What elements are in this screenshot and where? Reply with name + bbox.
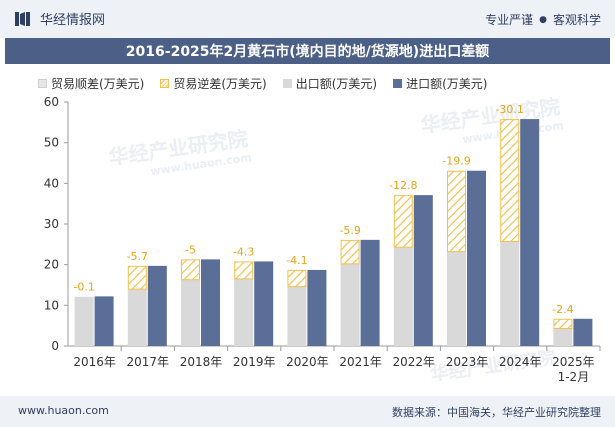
legend-swatch-deficit [160,79,170,88]
deficit-data-label: -5.7 [127,250,148,263]
deficit-data-label: -30.1 [495,103,523,116]
import-bar[interactable] [201,259,220,346]
export-bar[interactable] [393,247,413,346]
deficit-bar[interactable] [500,119,520,242]
deficit-data-label: -0.1 [73,280,94,293]
export-bar[interactable] [553,328,573,346]
import-bar[interactable] [307,269,327,346]
export-bar[interactable] [287,286,307,346]
legend-label-export: 出口额(万美元) [295,77,378,91]
deficit-bar[interactable] [340,239,360,265]
slogan: 专业严谨 ● 客观科学 [485,11,601,28]
x-tick-label: 2021年 [339,355,382,369]
bar-chart: 0 10 20 30 40 50 60 -0.1 2016年 -5.7 2017年 -5 2018年 -… [44,95,601,384]
legend-swatch-import [393,79,403,88]
huajing-logo-icon [15,11,30,26]
deficit-data-label: -19.9 [442,155,470,168]
x-tick-label: 2019年 [233,355,276,369]
deficit-data-label: -5.9 [339,224,360,237]
import-bar[interactable] [573,318,593,346]
deficit-bar[interactable] [553,318,573,330]
import-bar[interactable] [94,296,114,346]
slogan-tag-2: 客观科学 [552,13,601,27]
import-bar[interactable] [360,239,380,346]
legend-label-surplus: 贸易顺差(万美元) [51,77,145,91]
deficit-bar[interactable] [181,259,200,281]
legend-item-export[interactable]: 出口额(万美元) [282,75,378,92]
import-bar[interactable] [254,261,274,346]
y-tick-label: 40 [44,176,59,190]
export-bar[interactable] [181,279,200,346]
export-bar[interactable] [340,263,360,346]
import-bar[interactable] [467,170,486,346]
title-bar: 2016-2025年2月黄石市(境内目的地/货源地)进出口差额 [5,38,610,64]
deficit-data-label: -5 [185,243,196,256]
export-bar[interactable] [500,241,520,346]
legend-swatch-surplus [38,79,47,88]
legend-label-import: 进口额(万美元) [406,77,488,91]
y-tick-label: 60 [44,95,59,109]
legend-item-deficit[interactable]: 贸易逆差(万美元) [160,75,267,92]
x-tick-label: 2017年 [127,355,170,369]
slogan-tag-1: 专业严谨 [485,13,534,27]
x-tick-label: 2020年 [286,355,329,369]
x-tick-label: 2023年 [446,355,489,369]
deficit-data-label: -4.3 [233,245,254,258]
top-bar: 华经情报网 专业严谨 ● 客观科学 [0,0,615,38]
deficit-bar[interactable] [447,170,466,253]
x-tick-label: 2018年 [180,355,223,369]
deficit-data-label: -4.1 [286,254,307,267]
deficit-data-label: -12.8 [389,179,417,192]
data-source: 数据来源：中国海关，华经产业研究院整理 [392,406,601,419]
deficit-bar[interactable] [287,269,307,288]
legend-swatch-export [282,79,292,88]
brand[interactable]: 华经情报网 [14,9,105,28]
import-bar[interactable] [147,265,167,346]
x-tick-label: 2016年 [73,355,116,369]
bullet-icon: ● [539,14,547,25]
x-tick-label: 2024年 [499,355,542,369]
chart-title: 2016-2025年2月黄石市(境内目的地/货源地)进出口差额 [125,44,490,60]
deficit-bar[interactable] [393,195,413,248]
footer: www.huaon.com 数据来源：中国海关，华经产业研究院整理 [0,396,615,427]
import-bar[interactable] [520,119,540,346]
import-bar[interactable] [413,195,433,346]
y-tick-label: 20 [44,258,59,272]
y-tick-label: 0 [51,339,59,353]
x-tick-label: 2022年 [393,355,436,369]
legend-item-import[interactable]: 进口额(万美元) [393,75,488,92]
deficit-bar[interactable] [127,265,147,290]
y-tick-label: 30 [44,217,59,231]
y-tick-label: 50 [44,136,59,150]
export-bar[interactable] [234,278,254,346]
deficit-bar[interactable] [234,261,254,280]
deficit-data-label: -2.4 [552,303,573,316]
chart-legend: 贸易顺差(万美元) 贸易逆差(万美元) 出口额(万美元) 进口额(万美元) [38,75,488,92]
x-tick-label: 2025年 1-2月 [552,355,595,384]
export-bar[interactable] [447,251,466,346]
brand-name: 华经情报网 [40,13,106,28]
export-bar[interactable] [127,289,147,346]
footer-site-link[interactable]: www.huaon.com [18,404,109,417]
legend-label-deficit: 贸易逆差(万美元) [173,77,267,91]
legend-item-surplus[interactable]: 贸易顺差(万美元) [38,75,144,92]
y-tick-label: 10 [44,298,59,312]
export-bar[interactable] [74,296,94,346]
